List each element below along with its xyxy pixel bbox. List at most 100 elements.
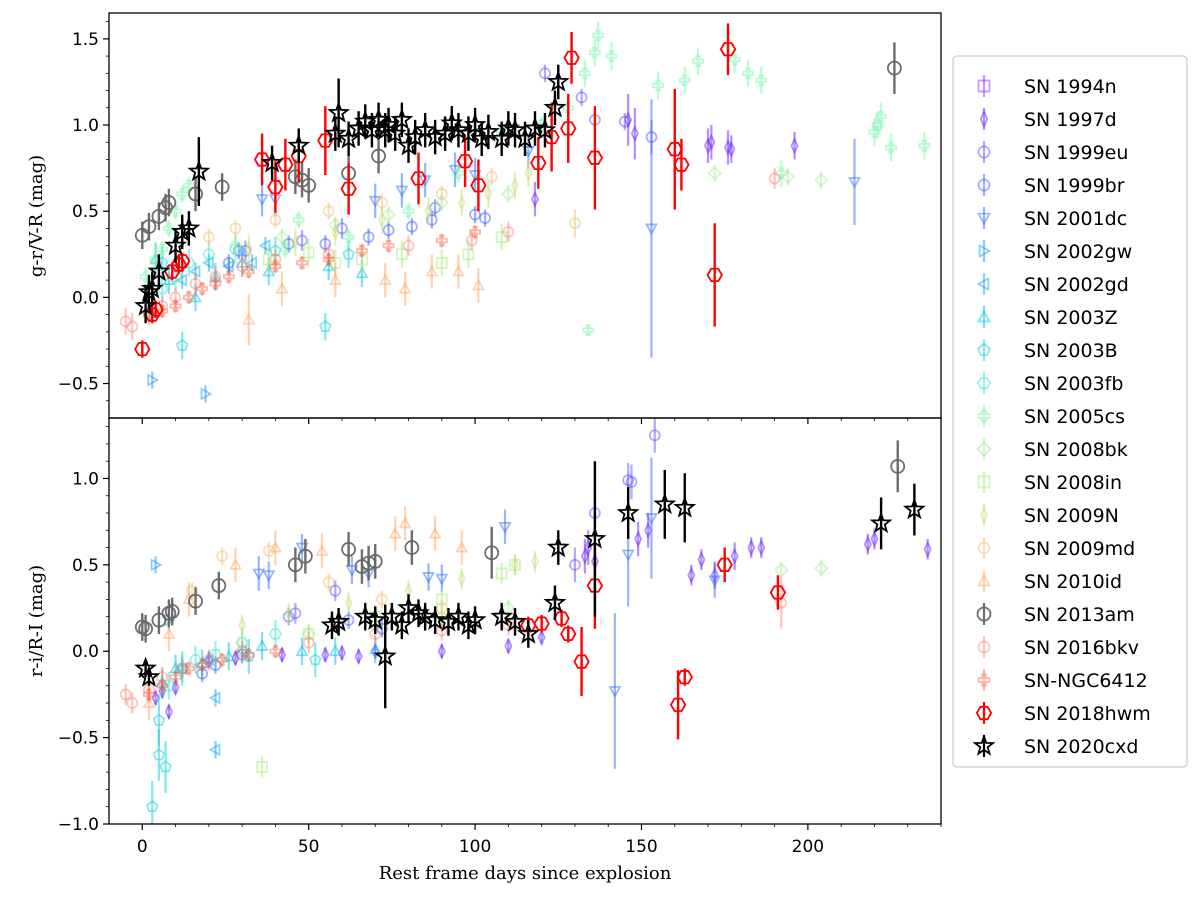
data-point (560, 121, 577, 136)
data-point (337, 644, 346, 662)
data-point (328, 273, 342, 286)
data-point (755, 74, 768, 87)
data-point (918, 139, 931, 152)
data-point (469, 208, 481, 221)
legend-marker (977, 145, 991, 159)
data-point (171, 678, 180, 697)
legend-box (952, 55, 1188, 768)
legend-label: SN 1999br (1024, 175, 1125, 197)
legend-marker (977, 342, 991, 356)
legend-label: SN 2020cxd (1024, 736, 1138, 758)
legend-marker (976, 309, 992, 323)
data-point (728, 53, 741, 66)
data-point (575, 91, 588, 104)
data-point (174, 254, 191, 269)
series-14-top (202, 168, 581, 246)
data-point (697, 551, 706, 569)
data-point (395, 248, 408, 261)
data-point (176, 662, 189, 675)
data-point (484, 185, 493, 203)
series-19-bottom (520, 542, 787, 740)
legend-label: SN 2003Z (1024, 307, 1118, 329)
data-point (331, 223, 340, 241)
legend-marker (977, 541, 991, 555)
data-point (242, 312, 256, 325)
data-point (469, 225, 481, 238)
data-point (208, 691, 221, 705)
legend-marker (977, 409, 991, 423)
legend-label: SN 2005cs (1024, 406, 1125, 428)
data-point (279, 243, 292, 256)
data-point (573, 654, 590, 669)
data-point (644, 223, 658, 236)
series-16-top (134, 42, 902, 250)
data-point (653, 492, 677, 515)
data-point (398, 281, 412, 294)
data-point (291, 233, 300, 251)
series-8-bottom (145, 639, 322, 824)
data-point (209, 270, 222, 283)
data-point (126, 320, 139, 333)
data-point (455, 540, 469, 553)
data-point (605, 50, 618, 62)
series-13-bottom (238, 551, 539, 636)
data-point (295, 644, 309, 657)
data-point (202, 248, 216, 260)
legend-label: SN 2018hwm (1024, 703, 1151, 725)
data-point (158, 682, 167, 700)
legend-marker (977, 640, 991, 654)
data-point (216, 653, 229, 666)
data-point (353, 604, 377, 627)
data-point (644, 513, 658, 526)
data-point (302, 628, 315, 640)
legend-label: SN 2003B (1024, 340, 1118, 362)
data-point (579, 67, 591, 80)
data-point (290, 148, 307, 164)
y-tick-label: 0.0 (72, 642, 99, 662)
data-point (262, 264, 276, 277)
data-point (188, 290, 203, 303)
data-point (402, 239, 415, 252)
series-10-top (139, 21, 931, 337)
legend-marker (972, 733, 996, 756)
data-point (234, 635, 250, 650)
data-point (196, 659, 209, 671)
series-20-bottom (134, 461, 926, 709)
series-3-bottom (196, 608, 388, 683)
data-point (404, 540, 420, 555)
data-point (727, 140, 736, 158)
data-point (354, 647, 363, 666)
data-point (222, 270, 235, 283)
data-point (583, 526, 607, 549)
data-point (161, 195, 177, 210)
data-point (648, 429, 661, 442)
data-point (344, 594, 353, 612)
top-plot-area (119, 21, 931, 403)
data-point (742, 67, 754, 80)
data-point (277, 157, 294, 172)
data-point (169, 300, 182, 312)
axis-ticks: −0.5 0.0 0.5 1.0 1.5 −1.0 −0.5 0.0 0.5 1.0 0 50 100 1… (58, 21, 942, 857)
data-point (530, 155, 547, 171)
bottom-y-axis-label: r-i/R-I (mag) (26, 565, 47, 677)
y-tick-label: 0.0 (72, 288, 99, 308)
data-point (187, 159, 211, 182)
data-point (137, 665, 161, 687)
data-point (424, 202, 433, 220)
bottom-axes-frame (108, 417, 942, 825)
data-point (242, 649, 256, 662)
data-point (503, 118, 527, 140)
data-point (244, 240, 253, 258)
data-point (730, 547, 739, 565)
data-point (513, 126, 537, 149)
legend-marker (977, 673, 991, 687)
data-point (356, 253, 368, 266)
series-7-bottom (155, 632, 382, 697)
legend-marker (977, 475, 991, 489)
data-point (274, 229, 290, 245)
y-tick-label: −0.5 (58, 375, 99, 395)
data-point (341, 541, 357, 557)
x-tick-label: 50 (298, 837, 320, 857)
x-tick-label: 0 (137, 837, 148, 857)
data-point (530, 190, 539, 208)
